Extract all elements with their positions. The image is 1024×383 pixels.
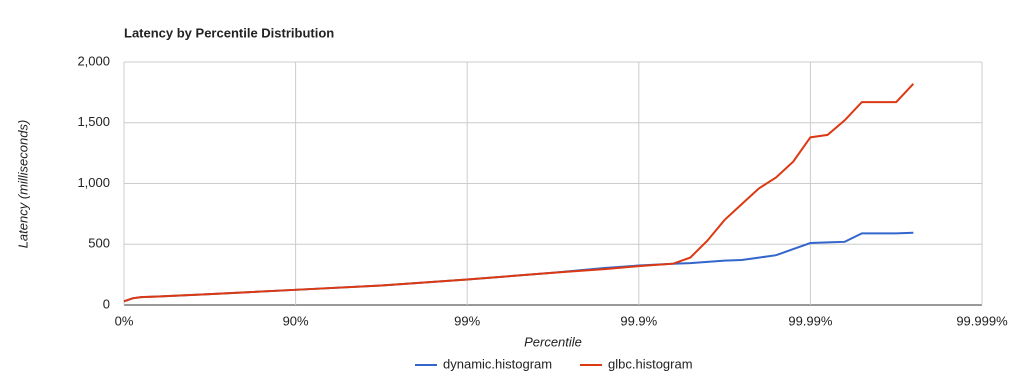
data-line bbox=[123, 83, 915, 303]
x-tick-label: 0% bbox=[115, 313, 134, 328]
data-line bbox=[123, 231, 914, 303]
x-tick-label: 90% bbox=[283, 313, 309, 328]
y-tick-label: 500 bbox=[88, 236, 110, 251]
y-tick-label: 1,500 bbox=[77, 114, 110, 129]
y-tick-label: 2,000 bbox=[77, 53, 110, 68]
chart-title: Latency by Percentile Distribution bbox=[124, 25, 334, 40]
x-tick-label: 99% bbox=[454, 313, 480, 328]
x-tick-label: 99.999% bbox=[956, 313, 1008, 328]
x-tick-label: 99.9% bbox=[620, 313, 657, 328]
legend-label: dynamic.histogram bbox=[443, 356, 552, 371]
x-axis-title: Percentile bbox=[524, 334, 582, 349]
y-axis-title: Latency (milliseconds) bbox=[15, 120, 30, 249]
y-tick-label: 1,000 bbox=[77, 175, 110, 190]
x-tick-label: 99.99% bbox=[788, 313, 833, 328]
legend-label: glbc.histogram bbox=[608, 356, 693, 371]
y-tick-label: 0 bbox=[103, 296, 110, 311]
